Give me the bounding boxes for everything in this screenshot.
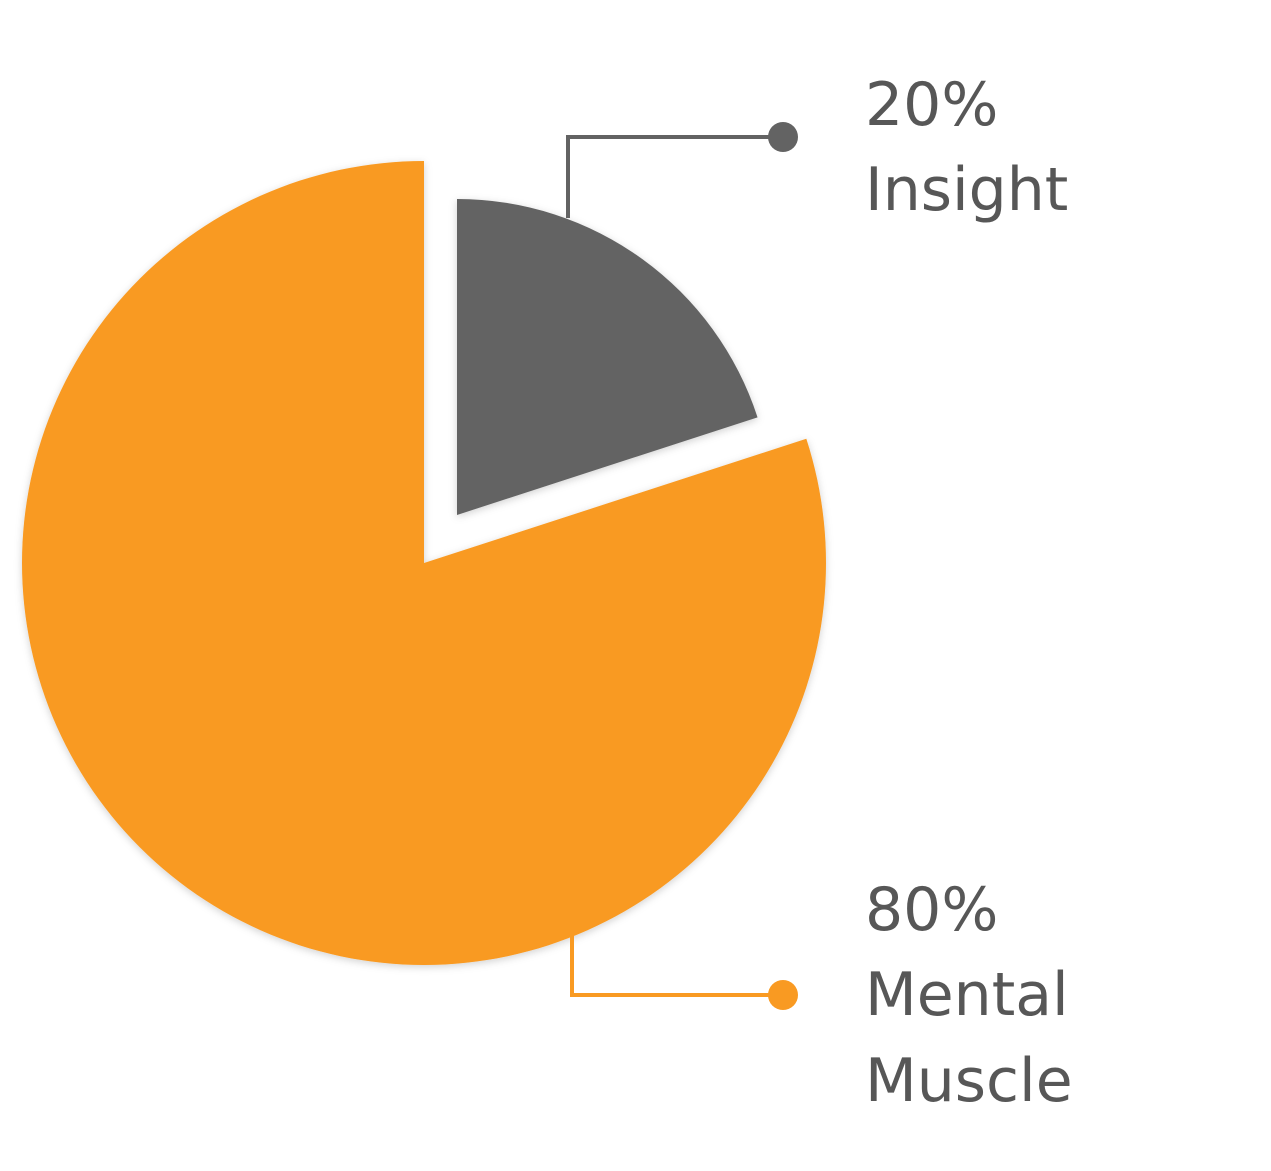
pie-slice	[21, 161, 826, 965]
leader-line	[566, 135, 783, 218]
leader-dot	[768, 122, 798, 152]
leader-dot	[768, 980, 798, 1010]
category-label: Mental Muscle	[865, 960, 1073, 1116]
pie-slice	[457, 199, 758, 515]
leader-line	[570, 935, 783, 997]
category-label: Insight	[865, 155, 1068, 225]
value-label: 20%	[865, 70, 998, 140]
value-label: 80%	[865, 875, 998, 945]
